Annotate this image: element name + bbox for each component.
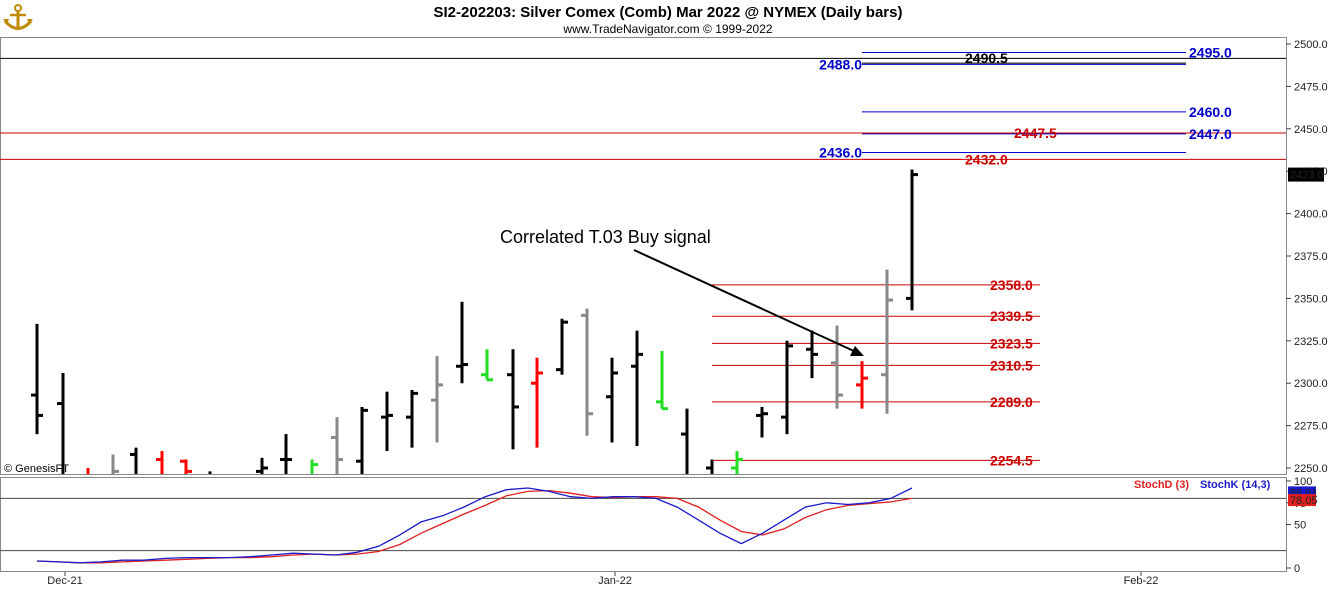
ohlc-bar <box>381 391 393 452</box>
red-level-label: 2339.5 <box>990 308 1033 324</box>
ohlc-bar <box>731 451 743 474</box>
y-tick-label: 2325.0 <box>1294 336 1328 348</box>
annotation-text: Correlated T.03 Buy signal <box>500 227 711 247</box>
stoch-tick-label: 50 <box>1294 520 1306 532</box>
ohlc-bar <box>656 350 668 411</box>
red-level-label: 2254.5 <box>990 452 1033 468</box>
legend-stochd: StochD (3) <box>1134 479 1189 491</box>
ohlc-bar <box>431 356 443 443</box>
ohlc-bar <box>881 269 893 414</box>
stochd-value-tag <box>1288 494 1316 507</box>
ohlc-bar <box>631 330 643 446</box>
ohlc-bar <box>906 169 918 311</box>
ohlc-bar <box>856 361 868 409</box>
blue-level-label: 2447.0 <box>1189 126 1232 142</box>
y-tick-label: 2350.0 <box>1294 293 1328 305</box>
blue-level-label: 2460.0 <box>1189 104 1232 120</box>
ohlc-bar <box>280 434 292 474</box>
chart-title: SI2-202203: Silver Comex (Comb) Mar 2022… <box>434 4 903 21</box>
stoch-tick-label: 100 <box>1294 476 1312 488</box>
bars-layer <box>31 169 918 474</box>
ohlc-bar <box>781 340 793 435</box>
ohlc-bar <box>556 318 568 375</box>
blue-level-label: 2495.0 <box>1189 44 1232 60</box>
annotation-arrow <box>633 249 864 356</box>
watermark: © GenesisFT <box>4 463 69 475</box>
ohlc-bar <box>406 389 418 448</box>
anchor-logo-icon <box>3 4 33 30</box>
red-level-label: 2323.5 <box>990 335 1033 351</box>
y-tick-label: 2500.0 <box>1294 39 1328 51</box>
x-tick-label: Jan-22 <box>598 575 632 587</box>
blue-level-label: 2436.0 <box>819 145 862 161</box>
axes-layer: 2250.0 2275.0 2300.0 2325.0 2350.0 2375.0 2400… <box>47 39 1327 587</box>
ohlc-bar <box>606 357 618 443</box>
y-tick-label: 2400.0 <box>1294 209 1328 221</box>
red-level-label: 2447.5 <box>1014 125 1057 141</box>
ohlc-bar <box>581 308 593 436</box>
y-tick-label: 2475.0 <box>1294 81 1328 93</box>
legend-stochk: StochK (14,3) <box>1200 479 1271 491</box>
ohlc-bar <box>806 330 818 379</box>
red-level-label: 2358.0 <box>990 277 1033 293</box>
red-level-label: 2310.5 <box>990 357 1033 373</box>
ohlc-bar <box>57 373 65 474</box>
ohlc-bar <box>31 323 43 435</box>
y-tick-label: 2375.0 <box>1294 251 1328 263</box>
ohlc-bar <box>111 454 119 474</box>
x-tick-label: Feb-22 <box>1124 575 1159 587</box>
ohlc-bar <box>256 457 268 474</box>
x-tick-label: Dec-21 <box>47 575 82 587</box>
ohlc-bar <box>331 417 343 474</box>
ohlc-bar <box>156 451 164 474</box>
grid-layer <box>0 57 1286 160</box>
ohlc-bar <box>706 459 714 474</box>
ohlc-bar <box>531 357 543 448</box>
last-price-label: 2423.0 <box>1290 170 1324 182</box>
chart-subtitle: www.TradeNavigator.com © 1999-2022 <box>562 22 772 36</box>
stochk-series-line <box>36 487 913 564</box>
red-level-label: 2289.0 <box>990 394 1033 410</box>
ohlc-bar <box>681 408 689 474</box>
y-tick-label: 2275.0 <box>1294 421 1328 433</box>
ohlc-bar <box>831 325 843 409</box>
ohlc-bar <box>756 406 768 438</box>
blue-level-label: 2488.0 <box>819 56 862 72</box>
ohlc-bar <box>456 301 468 384</box>
stochd-series-line <box>36 489 913 564</box>
ohlc-bar <box>180 459 192 474</box>
red-level-label: 2432.0 <box>965 151 1008 167</box>
ohlc-bar <box>310 459 318 474</box>
levels-layer: 2495.0 2488.0 2460.0 2447.0 2436.0 2490.5 2447… <box>712 44 1232 468</box>
ohlc-bar <box>481 349 493 382</box>
last-price-tag <box>1288 167 1324 182</box>
stoch-tick-label: 0 <box>1294 563 1300 575</box>
black-level-label: 2490.5 <box>965 50 1008 66</box>
y-tick-label: 2250.0 <box>1294 463 1328 475</box>
y-tick-label: 2450.0 <box>1294 124 1328 136</box>
y-tick-label: 2300.0 <box>1294 378 1328 390</box>
ohlc-bar <box>356 406 368 474</box>
ohlc-bar <box>130 447 138 474</box>
stochd-value-label: 78.05 <box>1290 495 1318 507</box>
ohlc-bar <box>507 349 519 450</box>
